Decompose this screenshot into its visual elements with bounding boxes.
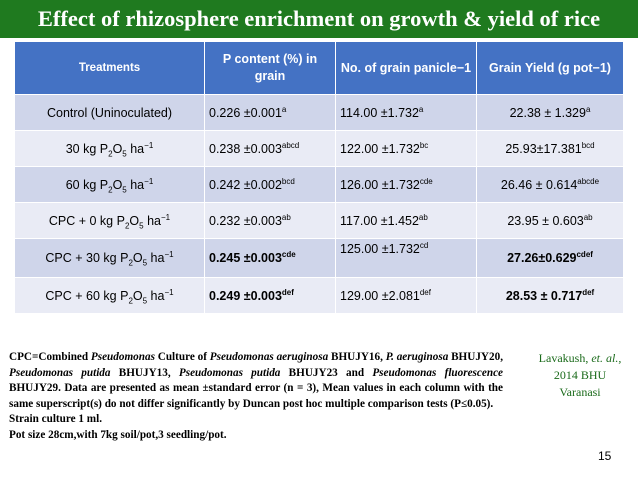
treatment-cell: Control (Uninoculated) [14, 94, 205, 131]
slide-title: Effect of rhizosphere enrichment on grow… [37, 6, 601, 31]
footnote-culture-volume: Strain culture 1 ml. [9, 413, 103, 426]
grain-yield-cell: 27.26±0.629cdef [476, 238, 624, 278]
treatment-cell: CPC + 30 kg P2O5 ha−1 [14, 238, 205, 278]
grain-yield-cell: 23.95 ± 0.603ab [476, 202, 624, 239]
header-p-content: P content (%) in grain [204, 41, 336, 95]
grain-panicle-cell: 117.00 ±1.452ab [335, 202, 477, 239]
table-footnote: CPC=Combined Pseudomonas Culture of Pseu… [9, 350, 503, 444]
grain-panicle-cell: 114.00 ±1.732a [335, 94, 477, 131]
results-table: Treatments P content (%) in grain No. of… [14, 41, 624, 314]
p-content-cell: 0.238 ±0.003abcd [204, 130, 336, 167]
slide-title-bar: Effect of rhizosphere enrichment on grow… [0, 0, 638, 38]
grain-yield-cell: 25.93±17.381bcd [476, 130, 624, 167]
treatment-cell: 30 kg P2O5 ha−1 [14, 130, 205, 167]
p-content-cell: 0.249 ±0.003def [204, 277, 336, 314]
table-row: Control (Uninoculated) 0.226 ±0.001a 114… [14, 94, 624, 131]
grain-panicle-cell: 126.00 ±1.732cde [335, 166, 477, 203]
table-row: CPC + 0 kg P2O5 ha−1 0.232 ±0.003ab 117.… [14, 202, 624, 239]
treatment-cell: CPC + 0 kg P2O5 ha−1 [14, 202, 205, 239]
p-content-cell: 0.245 ±0.003cde [204, 238, 336, 278]
grain-yield-cell: 28.53 ± 0.717def [476, 277, 624, 314]
table-row: CPC + 30 kg P2O5 ha−1 0.245 ±0.003cde 12… [14, 238, 624, 278]
treatment-cell: 60 kg P2O5 ha−1 [14, 166, 205, 203]
table-row: CPC + 60 kg P2O5 ha−1 0.249 ±0.003def 12… [14, 277, 624, 314]
grain-panicle-cell: 122.00 ±1.732bc [335, 130, 477, 167]
p-content-cell: 0.242 ±0.002bcd [204, 166, 336, 203]
grain-yield-cell: 26.46 ± 0.614abcde [476, 166, 624, 203]
table-header-row: Treatments P content (%) in grain No. of… [14, 41, 624, 95]
p-content-cell: 0.232 ±0.003ab [204, 202, 336, 239]
header-grain-yield: Grain Yield (g pot−1) [476, 41, 624, 95]
footnote-pot-size: Pot size 28cm,with 7kg soil/pot,3 seedli… [9, 428, 227, 441]
grain-panicle-cell: 125.00 ±1.732cd [335, 238, 477, 278]
page-number: 15 [598, 449, 612, 463]
header-grain-panicle: No. of grain panicle−1 [335, 41, 477, 95]
treatment-cell: CPC + 60 kg P2O5 ha−1 [14, 277, 205, 314]
header-treatments: Treatments [14, 41, 205, 95]
author-credit: Lavakush, et. al., 2014 BHU Varanasi [538, 351, 622, 399]
table-row: 60 kg P2O5 ha−1 0.242 ±0.002bcd 126.00 ±… [14, 166, 624, 203]
table-row: 30 kg P2O5 ha−1 0.238 ±0.003abcd 122.00 … [14, 130, 624, 167]
grain-panicle-cell: 129.00 ±2.081def [335, 277, 477, 314]
grain-yield-cell: 22.38 ± 1.329a [476, 94, 624, 131]
p-content-cell: 0.226 ±0.001a [204, 94, 336, 131]
